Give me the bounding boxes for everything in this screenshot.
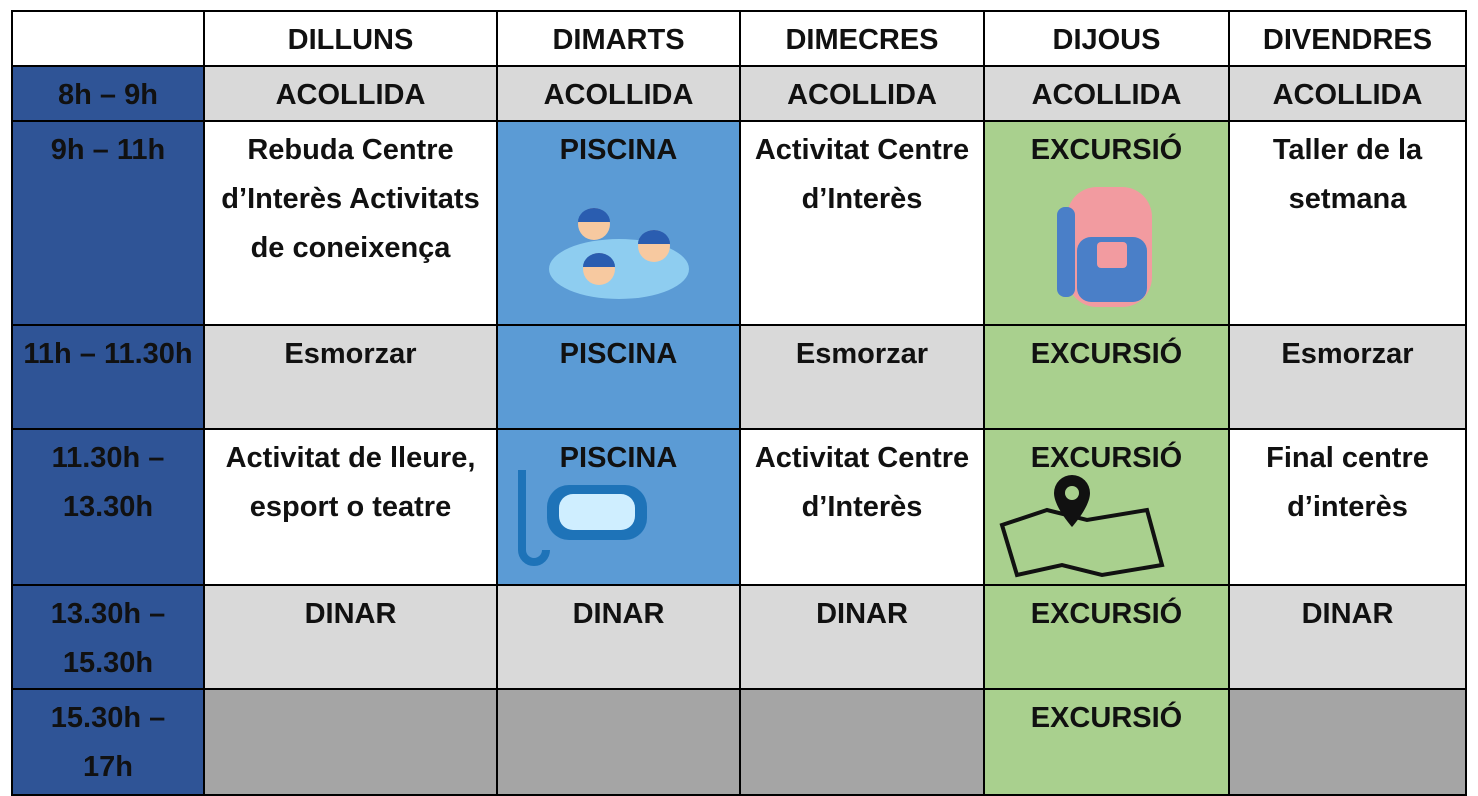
activity-cell: Activitat Centre d’Interès [739, 428, 985, 586]
day-header: DIMARTS [496, 10, 741, 67]
activity-cell: Esmorzar [1228, 324, 1467, 430]
time-slot: 8h – 9h [11, 65, 205, 122]
activity-cell: EXCURSIÓ [983, 324, 1230, 430]
day-header: DIMECRES [739, 10, 985, 67]
time-row: 8h – 9h ACOLLIDA ACOLLIDA ACOLLIDA ACOLLIDA A… [11, 65, 1467, 122]
activity-cell: PISCINA [496, 324, 741, 430]
empty-cell [203, 688, 498, 796]
time-slot: 11.30h – 13.30h [11, 428, 205, 586]
time-row: 13.30h – 15.30h DINAR DINAR DINAR EXCURSIÓ DI… [11, 584, 1467, 690]
timetable-wrap: DILLUNS DIMARTS DIMECRES DIJOUS DIVENDRES 8h… [11, 10, 1467, 796]
time-row: 15.30h – 17h EXCURSIÓ [11, 688, 1467, 796]
activity-cell: Esmorzar [739, 324, 985, 430]
activity-cell: PISCINA [496, 428, 741, 586]
time-row: 9h – 11h Rebuda Centre d’Interès Activita… [11, 120, 1467, 326]
activity-cell: ACOLLIDA [203, 65, 498, 122]
activity-cell: EXCURSIÓ [983, 584, 1230, 690]
activity-cell: ACOLLIDA [739, 65, 985, 122]
empty-cell [1228, 688, 1467, 796]
header-row: DILLUNS DIMARTS DIMECRES DIJOUS DIVENDRES [11, 10, 1467, 67]
activity-cell: DINAR [739, 584, 985, 690]
timetable-body: 8h – 9h ACOLLIDA ACOLLIDA ACOLLIDA ACOLLIDA A… [11, 65, 1467, 796]
activity-cell: Activitat Centre d’Interès [739, 120, 985, 326]
time-row: 11h – 11.30h Esmorzar PISCINA Esmorzar EXCUR… [11, 324, 1467, 430]
corner-cell [11, 10, 205, 67]
activity-cell: Taller de la setmana [1228, 120, 1467, 326]
activity-cell: Final centre d’interès [1228, 428, 1467, 586]
timetable: DILLUNS DIMARTS DIMECRES DIJOUS DIVENDRES 8h… [11, 10, 1467, 796]
activity-cell: DINAR [1228, 584, 1467, 690]
activity-cell: EXCURSIÓ [983, 688, 1230, 796]
activity-cell: ACOLLIDA [496, 65, 741, 122]
time-slot: 15.30h – 17h [11, 688, 205, 796]
time-row: 11.30h – 13.30h Activitat de lleure, espo… [11, 428, 1467, 586]
empty-cell [739, 688, 985, 796]
day-header: DIVENDRES [1228, 10, 1467, 67]
activity-cell: PISCINA [496, 120, 741, 326]
day-header: DIJOUS [983, 10, 1230, 67]
activity-cell: ACOLLIDA [1228, 65, 1467, 122]
activity-cell: ACOLLIDA [983, 65, 1230, 122]
activity-cell: Esmorzar [203, 324, 498, 430]
activity-cell: DINAR [496, 584, 741, 690]
activity-cell: EXCURSIÓ [983, 428, 1230, 586]
activity-cell: EXCURSIÓ [983, 120, 1230, 326]
activity-cell: Activitat de lleure, esport o teatre [203, 428, 498, 586]
activity-cell: Rebuda Centre d’Interès Activitats de co… [203, 120, 498, 326]
empty-cell [496, 688, 741, 796]
activity-cell: DINAR [203, 584, 498, 690]
time-slot: 11h – 11.30h [11, 324, 205, 430]
day-header: DILLUNS [203, 10, 498, 67]
time-slot: 9h – 11h [11, 120, 205, 326]
page: DILLUNS DIMARTS DIMECRES DIJOUS DIVENDRES 8h… [11, 10, 1467, 796]
time-slot: 13.30h – 15.30h [11, 584, 205, 690]
